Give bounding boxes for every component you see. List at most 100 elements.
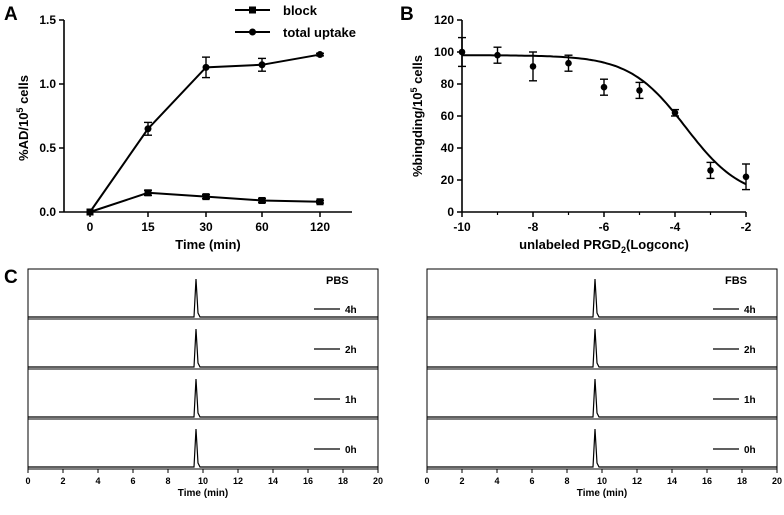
panel-b-point	[671, 109, 679, 117]
panel-c-x-tick-label: 4	[95, 476, 100, 486]
panel-c-chromatogram-trace	[28, 328, 378, 368]
panel-c-x-tick-label: 20	[772, 476, 782, 486]
panel-a-legend-square	[249, 6, 256, 14]
panel-a-point-square	[258, 196, 266, 204]
panel-b-point	[600, 83, 608, 91]
panel-c-x-tick-label: 8	[564, 476, 569, 486]
panel-c-trace-label: 1h	[744, 395, 756, 406]
panel-a-point-circle	[258, 61, 266, 69]
panel-c-chromatogram-trace	[427, 328, 777, 368]
panel-a-point-square	[202, 193, 210, 201]
panel-b-x-tick-label: -6	[599, 220, 610, 234]
panel-c-condition-label: FBS	[725, 275, 747, 287]
panel-a-x-tick-label: 15	[141, 220, 155, 234]
panel-c-x-tick-label: 18	[338, 476, 348, 486]
panel-a-x-tick-label: 30	[199, 220, 213, 234]
panel-b-x-label: unlabeled PRGD2(Logconc)	[519, 237, 689, 255]
panel-b-letter: B	[400, 4, 414, 25]
panel-c-x-tick-label: 0	[25, 476, 30, 486]
panel-a-x-tick-label: 0	[87, 220, 94, 234]
panel-c-trace-label: 1h	[345, 395, 357, 406]
panel-a-point-circle	[202, 63, 210, 71]
panel-b-y-label: %bingding/105 cells	[409, 55, 425, 177]
panel-b-y-tick-label: 80	[441, 77, 455, 91]
panel-c-chromatogram-trace	[427, 378, 777, 418]
panel-a-axes	[63, 20, 352, 213]
panel-b-point	[529, 63, 537, 70]
panel-b-y-tick-label: 40	[441, 141, 455, 155]
panel-a-y-tick-label: 1.5	[39, 13, 56, 27]
panel-c-trace-label: 0h	[744, 445, 756, 456]
panel-a-point-square	[144, 189, 152, 197]
panel-c-trace-label: 4h	[345, 305, 357, 316]
panel-c-x-tick-label: 10	[198, 476, 208, 486]
panel-c-trace-label: 2h	[744, 345, 756, 356]
panel-c-x-label: Time (min)	[577, 488, 627, 499]
panel-c-trace-label: 2h	[345, 345, 357, 356]
panel-b: B -10 -8 -6 -4 -2 0 20 40 60 80 100 120 unlabeled P…	[400, 4, 752, 255]
panel-c-x-tick-label: 2	[459, 476, 464, 486]
panel-c-x-tick-label: 12	[632, 476, 642, 486]
panel-c-trace-label: 4h	[744, 305, 756, 316]
panel-b-x-tick-label: -8	[528, 220, 539, 234]
panel-a: A 0 15 30 60 120 0.0 0.5 1.0 1.5 Time (min) %AD/…	[4, 3, 356, 252]
panel-c-trace-label: 0h	[345, 445, 357, 456]
panel-a-legend: block total uptake	[235, 3, 356, 40]
panel-a-point-square	[316, 198, 324, 206]
panel-c-fbs: 4h 2h 1h 0h FBS 0 2 4 6 8 10 12 14 16 18 20 Time (min)	[424, 268, 782, 499]
panel-c-chromatogram-trace	[427, 278, 777, 318]
panel-c-x-tick-label: 6	[529, 476, 534, 486]
panel-c-x-tick-label: 4	[494, 476, 499, 486]
panel-c-x-tick-label: 14	[268, 476, 278, 486]
panel-a-legend-label: block	[283, 3, 318, 18]
panel-a-x-tick-label: 120	[310, 220, 330, 234]
panel-a-point-circle	[86, 208, 94, 216]
panel-b-point	[494, 51, 501, 59]
panel-c-x-tick-label: 12	[233, 476, 243, 486]
panel-b-y-tick-label: 20	[441, 173, 455, 187]
panel-c-letter: C	[4, 267, 18, 288]
panel-c-x-tick-label: 6	[130, 476, 135, 486]
panel-c-chromatogram-trace	[28, 278, 378, 318]
panel-b-fit-curve	[461, 54, 747, 186]
panel-b-y-tick-label: 120	[434, 13, 454, 27]
panel-a-y-tick-label: 0.0	[39, 205, 56, 219]
panel-c-x-tick-label: 14	[667, 476, 677, 486]
panel-c-condition-label: PBS	[326, 275, 349, 287]
panel-c-chromatogram-trace	[427, 428, 777, 468]
panel-b-y-tick-label: 100	[434, 45, 454, 59]
panel-a-y-label: %AD/105 cells	[15, 75, 31, 161]
panel-c-x-tick-label: 20	[373, 476, 383, 486]
panel-a-y-tick-label: 0.5	[39, 141, 56, 155]
panel-b-point	[636, 87, 643, 94]
panel-a-legend-label: total uptake	[283, 25, 356, 40]
panel-a-y-tick-label: 1.0	[39, 77, 56, 91]
panel-b-point	[707, 167, 714, 174]
panel-c-x-tick-label: 18	[737, 476, 747, 486]
panel-c-chromatogram-trace	[28, 378, 378, 418]
panel-a-legend-circle	[249, 28, 256, 36]
panel-b-x-tick-label: -10	[453, 220, 471, 234]
panel-c-x-tick-label: 8	[165, 476, 170, 486]
panel-b-y-tick-label: 60	[441, 109, 455, 123]
panel-b-x-tick-label: -2	[741, 220, 752, 234]
panel-a-point-circle	[316, 51, 324, 59]
panel-b-point	[458, 48, 466, 56]
panel-c-x-tick-label: 16	[303, 476, 313, 486]
panel-c-pbs: 4h 2h 1h 0h PBS 0 2 4 6 8 10 12 14 16 18 20 Time (min)	[25, 268, 383, 499]
panel-a-point-circle	[144, 125, 152, 133]
panel-b-y-tick-label: 0	[447, 205, 454, 219]
panel-c-x-tick-label: 10	[597, 476, 607, 486]
panel-b-point	[565, 59, 572, 67]
panel-c-x-label: Time (min)	[178, 488, 228, 499]
panel-c-x-tick-label: 0	[424, 476, 429, 486]
panel-b-axes	[461, 20, 746, 213]
panel-b-point	[742, 173, 750, 181]
panel-a-x-label: Time (min)	[175, 237, 241, 252]
panel-c-x-tick-label: 2	[60, 476, 65, 486]
panel-b-x-tick-label: -4	[670, 220, 681, 234]
panel-c-chromatogram-trace	[28, 428, 378, 468]
panel-a-x-tick-label: 60	[255, 220, 269, 234]
